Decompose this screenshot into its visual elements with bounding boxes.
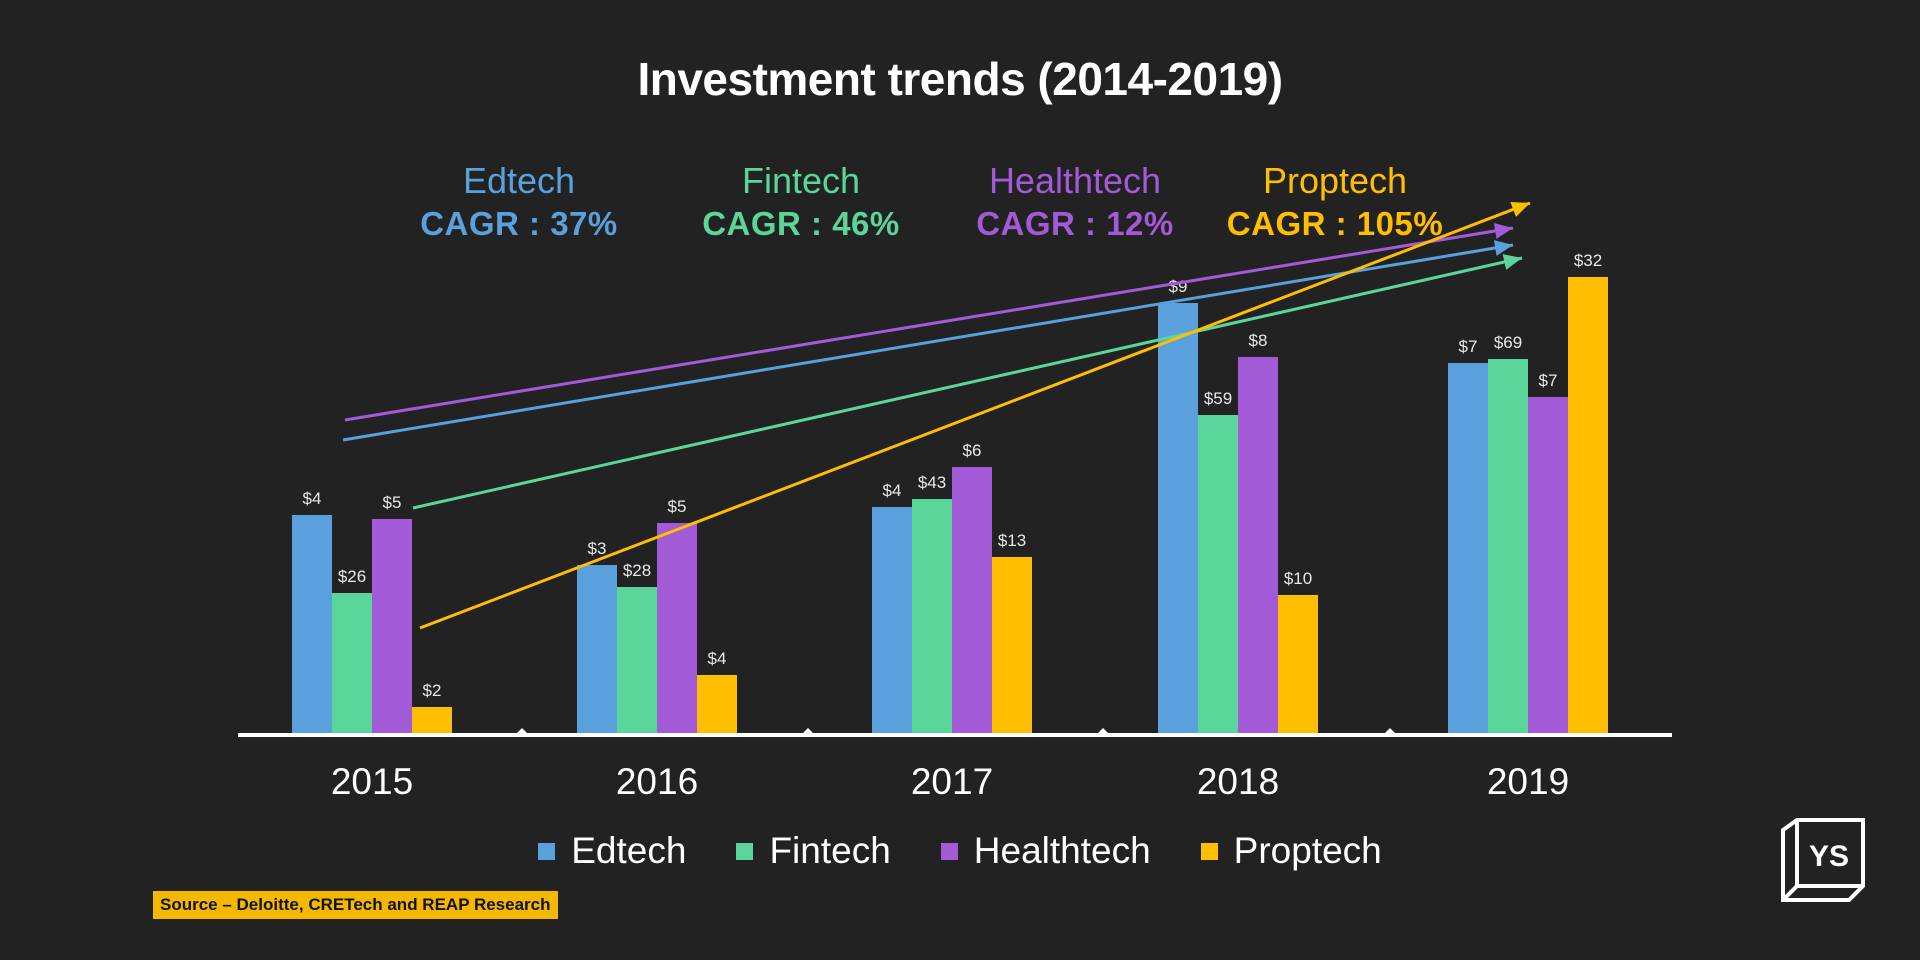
- legend-label-edtech: Edtech: [571, 830, 687, 871]
- x-tick-label-2016: 2016: [616, 761, 698, 802]
- legend-swatch-healthtech: [940, 842, 958, 860]
- data-label-proptech-2019: $32: [1574, 251, 1602, 270]
- x-tick-label-2018: 2018: [1197, 761, 1279, 802]
- trend-line-fintech: [412, 256, 1523, 510]
- data-label-edtech-2015: $4: [303, 489, 322, 508]
- x-axis-marker-3: [1383, 728, 1397, 735]
- bar-healthtech-2016: [657, 523, 697, 735]
- data-label-proptech-2018: $10: [1284, 569, 1312, 588]
- data-label-healthtech-2017: $6: [963, 441, 982, 460]
- data-label-edtech-2019: $7: [1459, 337, 1478, 356]
- bar-fintech-2017: [912, 499, 952, 735]
- bar-proptech-2015: [412, 707, 452, 735]
- chart-title: Investment trends (2014-2019): [637, 53, 1283, 105]
- bar-edtech-2016: [577, 565, 617, 735]
- logo-text: YS: [1809, 840, 1849, 873]
- bar-edtech-2018: [1158, 303, 1198, 735]
- x-axis-marker-1: [801, 728, 815, 735]
- legend-swatch-proptech: [1200, 842, 1218, 860]
- cagr-edtech: Edtech CAGR : 37%: [389, 158, 649, 244]
- bar-proptech-2018: [1278, 595, 1318, 735]
- legend-item-edtech: Edtech: [538, 830, 686, 872]
- trend-line-edtech: [342, 243, 1514, 442]
- bar-proptech-2017: [992, 557, 1032, 735]
- x-tick-label-2017: 2017: [911, 761, 993, 802]
- legend-label-proptech: Proptech: [1233, 830, 1382, 871]
- bar-edtech-2017: [872, 507, 912, 735]
- trend-arrowhead-healthtech: [1493, 223, 1513, 239]
- data-label-edtech-2018: $9: [1169, 277, 1188, 296]
- legend-swatch-edtech: [538, 842, 556, 860]
- cagr-proptech-name: Proptech: [1262, 160, 1408, 201]
- data-label-healthtech-2019: $7: [1539, 371, 1558, 390]
- cagr-fintech: Fintech CAGR : 46%: [671, 158, 931, 244]
- data-label-fintech-2016: $28: [623, 561, 651, 580]
- yourstory-logo: YS: [1781, 818, 1865, 902]
- bar-healthtech-2017: [952, 467, 992, 735]
- cagr-proptech: Proptech CAGR : 105%: [1205, 158, 1465, 244]
- cagr-healthtech-name: Healthtech: [988, 160, 1162, 201]
- data-label-fintech-2018: $59: [1204, 389, 1232, 408]
- x-tick-label-2019: 2019: [1487, 761, 1569, 802]
- trend-arrowhead-fintech: [1502, 254, 1522, 270]
- cagr-edtech-name: Edtech: [462, 160, 576, 201]
- data-label-proptech-2015: $2: [423, 681, 442, 700]
- bar-proptech-2019: [1568, 277, 1608, 735]
- cagr-proptech-rate: CAGR : 105%: [1226, 205, 1444, 242]
- data-label-fintech-2019: $69: [1494, 333, 1522, 352]
- legend-swatch-fintech: [736, 842, 754, 860]
- data-label-edtech-2017: $4: [883, 481, 902, 500]
- bar-fintech-2018: [1198, 415, 1238, 735]
- x-axis-marker-0: [515, 728, 529, 735]
- data-label-healthtech-2015: $5: [383, 493, 402, 512]
- trend-arrowhead-edtech: [1493, 240, 1513, 256]
- data-label-healthtech-2018: $8: [1249, 331, 1268, 350]
- cagr-fintech-rate: CAGR : 46%: [702, 205, 900, 242]
- legend-item-healthtech: Healthtech: [940, 830, 1151, 872]
- bar-edtech-2019: [1448, 363, 1488, 735]
- chart-legend: Edtech Fintech Healthtech Proptech: [0, 826, 1920, 876]
- bar-proptech-2016: [697, 675, 737, 735]
- bar-edtech-2015: [292, 515, 332, 735]
- cagr-edtech-rate: CAGR : 37%: [420, 205, 618, 242]
- bar-healthtech-2019: [1528, 397, 1568, 735]
- data-label-healthtech-2016: $5: [668, 497, 687, 516]
- trend-line-healthtech: [344, 226, 1514, 422]
- source-note: Source – Deloitte, CRETech and REAP Rese…: [153, 891, 558, 919]
- x-axis-marker-2: [1096, 728, 1110, 735]
- bar-fintech-2019: [1488, 359, 1528, 735]
- cagr-fintech-name: Fintech: [741, 160, 861, 201]
- trend-line-proptech: [419, 201, 1531, 630]
- legend-item-proptech: Proptech: [1200, 830, 1382, 872]
- bar-fintech-2015: [332, 593, 372, 735]
- bar-fintech-2016: [617, 587, 657, 735]
- data-label-proptech-2017: $13: [998, 531, 1026, 550]
- x-tick-label-2015: 2015: [331, 761, 413, 802]
- data-label-proptech-2016: $4: [708, 649, 727, 668]
- data-label-fintech-2015: $26: [338, 567, 366, 586]
- legend-item-fintech: Fintech: [736, 830, 891, 872]
- bar-healthtech-2018: [1238, 357, 1278, 735]
- legend-label-healthtech: Healthtech: [973, 830, 1151, 871]
- cagr-healthtech-rate: CAGR : 12%: [976, 205, 1174, 242]
- bar-healthtech-2015: [372, 519, 412, 735]
- data-label-edtech-2016: $3: [588, 539, 607, 558]
- cagr-healthtech: Healthtech CAGR : 12%: [945, 158, 1205, 244]
- data-label-fintech-2017: $43: [918, 473, 946, 492]
- legend-label-fintech: Fintech: [769, 830, 891, 871]
- trend-arrowhead-proptech: [1510, 201, 1530, 217]
